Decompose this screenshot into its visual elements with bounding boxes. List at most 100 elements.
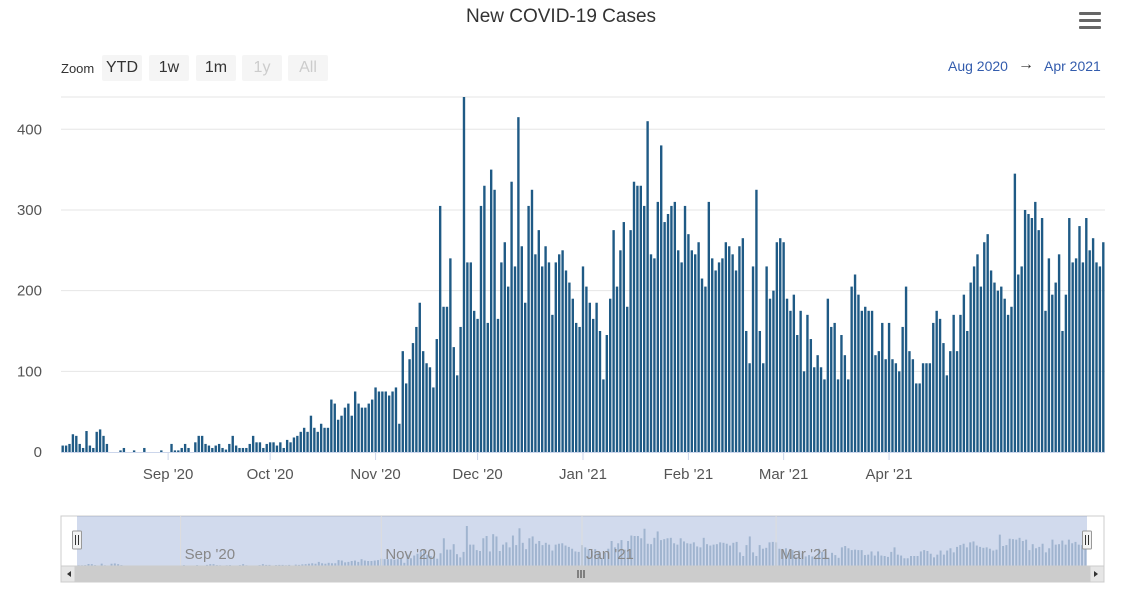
bar (132, 450, 136, 452)
bar (483, 185, 486, 452)
bar (772, 290, 775, 452)
bar (343, 407, 347, 453)
zoom-label: Zoom (61, 61, 95, 76)
navigator-bar (538, 541, 541, 566)
navigator-bar (294, 564, 297, 566)
navigator-bar (933, 557, 935, 566)
navigator-bar (363, 560, 366, 566)
bar (401, 351, 404, 452)
bar (809, 339, 813, 452)
bar (370, 399, 374, 452)
navigator-bar (883, 556, 886, 566)
navigator-bar (367, 561, 370, 566)
chart-title: New COVID-19 Cases (465, 6, 657, 27)
navigator-bar (508, 547, 511, 566)
bar (537, 230, 540, 453)
navigator-bar (827, 557, 830, 566)
bar (942, 343, 945, 452)
bar (887, 322, 891, 452)
navigator-bar (794, 556, 797, 566)
navigator-left-handle[interactable] (72, 530, 82, 550)
navigator-bar (735, 541, 738, 566)
navigator-bar (396, 559, 399, 566)
navigator-bar (686, 543, 689, 566)
bar (646, 121, 649, 452)
bar (1071, 262, 1074, 452)
scrollbar[interactable] (60, 565, 1105, 583)
navigator-bar (798, 550, 801, 566)
bar (119, 450, 122, 452)
navigator-bar (755, 556, 758, 566)
navigator-bar (1031, 544, 1034, 566)
bar (724, 242, 728, 452)
bar (836, 379, 840, 452)
bar (245, 447, 248, 452)
navigator-bar (377, 560, 380, 566)
hamburger-menu-icon[interactable] (1079, 12, 1101, 32)
navigator-bar (1064, 544, 1067, 566)
bar (1054, 282, 1057, 452)
navigator-bar (1048, 548, 1051, 566)
navigator-bar (360, 559, 363, 566)
bar (507, 286, 510, 452)
range-to[interactable]: Apr 2021 (1044, 58, 1101, 74)
zoom-all-button[interactable]: All (288, 55, 328, 81)
navigator-bar (1071, 543, 1074, 566)
navigator-bar (557, 543, 560, 566)
x-tick-label: Jan '21 (559, 466, 607, 483)
navigator-bar (459, 557, 462, 566)
scrollbar-thumb[interactable] (74, 565, 1090, 583)
navigator-bar (357, 561, 360, 566)
bar (442, 306, 445, 452)
range-from[interactable]: Aug 2020 (948, 58, 1008, 74)
bar (241, 447, 245, 452)
navigator-tick-label: Sep '20 (185, 546, 235, 563)
grip-icon[interactable] (577, 570, 585, 578)
navigator-bar (646, 543, 649, 566)
bar (194, 442, 197, 452)
bar (1013, 173, 1017, 452)
navigator-bar (969, 542, 972, 566)
bar (391, 391, 394, 452)
bar (700, 278, 704, 452)
bar (558, 254, 561, 452)
navigator[interactable]: Sep '20 Nov '20 Jan '21 Mar '21 (60, 515, 1105, 583)
navigator-bar (413, 555, 416, 566)
navigator-bar (403, 562, 406, 566)
bar (639, 185, 642, 452)
bar (1078, 226, 1081, 452)
navigator-bar (610, 541, 613, 566)
bar (622, 222, 625, 452)
bar (462, 97, 466, 452)
navigator-bar (1025, 539, 1028, 566)
zoom-1m-button[interactable]: 1m (196, 55, 236, 81)
y-tick-label: 100 (17, 363, 42, 380)
zoom-ytd-button[interactable]: YTD (102, 55, 142, 81)
navigator-bar (1021, 541, 1024, 566)
bar (792, 294, 796, 452)
bar (615, 286, 619, 452)
bar (666, 213, 670, 452)
navigator-bar (679, 538, 682, 566)
navigator-bar (623, 549, 626, 566)
navigator-tick-label: Mar '21 (780, 546, 830, 563)
bar (170, 443, 173, 452)
bar (438, 205, 442, 452)
navigator-bar (604, 552, 607, 566)
x-tick-label: Mar '21 (759, 466, 809, 483)
bar (734, 270, 738, 452)
chevron-left-icon[interactable] (60, 565, 76, 583)
navigator-bar (594, 549, 597, 566)
bar (197, 435, 200, 452)
navigator-right-handle[interactable] (1082, 530, 1092, 550)
zoom-1w-button[interactable]: 1w (149, 55, 189, 81)
zoom-1y-button[interactable]: 1y (242, 55, 282, 81)
bar (1027, 213, 1030, 452)
chevron-right-icon[interactable] (1089, 565, 1105, 583)
bar (1064, 294, 1068, 452)
navigator-bar (784, 548, 787, 566)
bar (489, 169, 493, 453)
bar (268, 442, 272, 452)
navigator-bar (462, 551, 465, 566)
bar (847, 379, 850, 452)
